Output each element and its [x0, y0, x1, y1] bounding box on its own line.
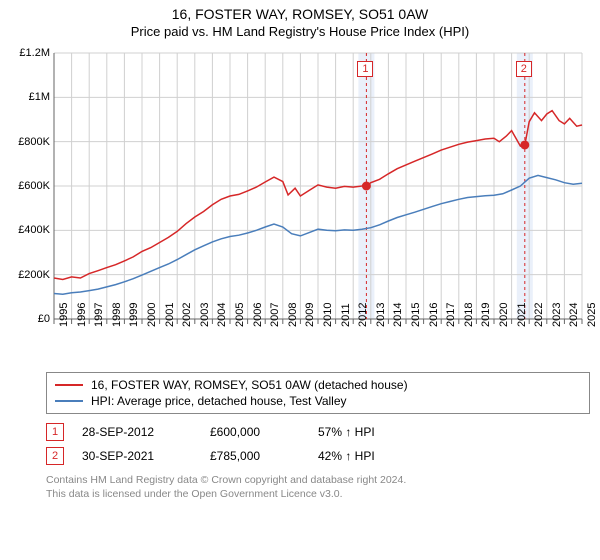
sale-marker-label: 2: [516, 61, 532, 77]
sale-hpi: 57% ↑ HPI: [318, 425, 408, 439]
copyright-line: This data is licensed under the Open Gov…: [46, 488, 590, 502]
sale-row: 1 28-SEP-2012 £600,000 57% ↑ HPI: [46, 420, 590, 444]
sale-date: 28-SEP-2012: [82, 425, 192, 439]
page-subtitle: Price paid vs. HM Land Registry's House …: [0, 22, 600, 43]
legend-label: 16, FOSTER WAY, ROMSEY, SO51 0AW (detach…: [91, 378, 408, 392]
sale-marker-label: 1: [357, 61, 373, 77]
sale-row: 2 30-SEP-2021 £785,000 42% ↑ HPI: [46, 444, 590, 468]
sale-price: £785,000: [210, 449, 300, 463]
sale-hpi: 42% ↑ HPI: [318, 449, 408, 463]
legend-swatch: [55, 384, 83, 386]
legend-swatch: [55, 400, 83, 402]
sale-number-box: 2: [46, 447, 64, 465]
copyright-text: Contains HM Land Registry data © Crown c…: [46, 474, 590, 501]
sale-date: 30-SEP-2021: [82, 449, 192, 463]
legend-item: 16, FOSTER WAY, ROMSEY, SO51 0AW (detach…: [55, 377, 581, 393]
copyright-line: Contains HM Land Registry data © Crown c…: [46, 474, 590, 488]
page-title: 16, FOSTER WAY, ROMSEY, SO51 0AW: [0, 0, 600, 22]
sale-label-boxes: 12: [10, 43, 590, 363]
sales-table: 1 28-SEP-2012 £600,000 57% ↑ HPI 2 30-SE…: [46, 420, 590, 468]
legend-item: HPI: Average price, detached house, Test…: [55, 393, 581, 409]
legend: 16, FOSTER WAY, ROMSEY, SO51 0AW (detach…: [46, 372, 590, 414]
sale-number-box: 1: [46, 423, 64, 441]
sale-price: £600,000: [210, 425, 300, 439]
legend-label: HPI: Average price, detached house, Test…: [91, 394, 347, 408]
chart-area: £0£200K£400K£600K£800K£1M£1.2M 199519961…: [10, 43, 590, 368]
